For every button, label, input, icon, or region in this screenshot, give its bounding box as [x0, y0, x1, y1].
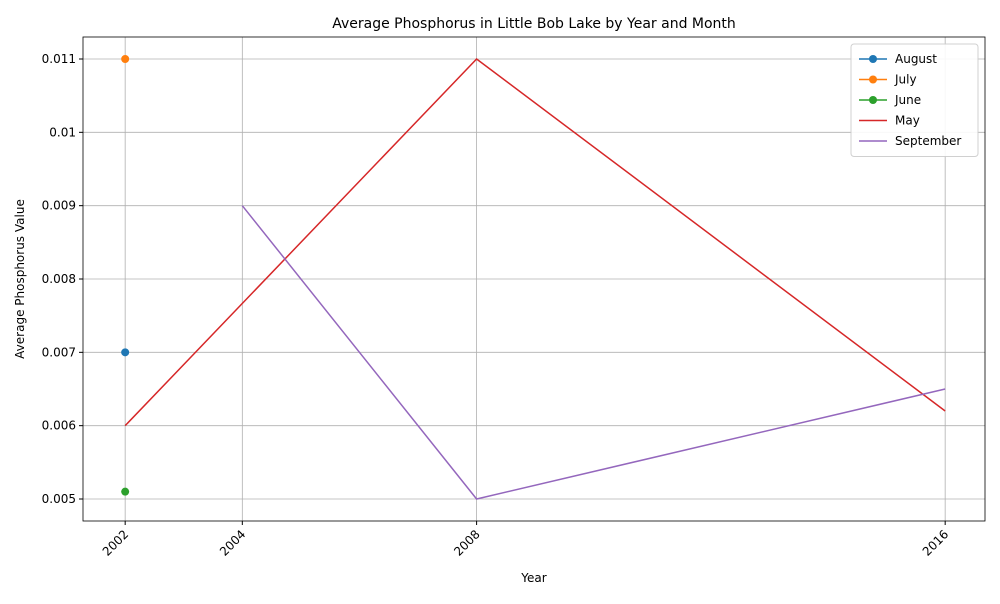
plot-frame — [82, 36, 986, 522]
x-tick-label: 2016 — [920, 527, 951, 558]
legend-marker — [869, 96, 877, 104]
legend-marker — [869, 75, 877, 84]
series-line — [124, 58, 946, 427]
data-point — [121, 487, 130, 496]
y-tick-label: 0.007 — [42, 345, 76, 359]
y-tick-label: 0.011 — [42, 52, 76, 66]
x-tick-label: 2002 — [100, 527, 131, 558]
legend-label: September — [895, 134, 961, 148]
legend-label: August — [895, 52, 937, 66]
series-line — [241, 205, 946, 500]
y-axis-label: Average Phosphorus Value — [13, 199, 27, 359]
legend-marker — [869, 55, 877, 63]
legend-label: July — [894, 73, 917, 87]
y-tick-label: 0.01 — [49, 125, 76, 139]
x-axis-label: Year — [520, 571, 546, 585]
x-tick-label: 2004 — [217, 527, 248, 558]
y-tick-label: 0.009 — [42, 199, 76, 213]
x-tick-label: 2008 — [451, 527, 482, 558]
y-tick-label: 0.008 — [42, 272, 76, 286]
chart-title: Average Phosphorus in Little Bob Lake by… — [332, 16, 736, 32]
y-tick-label: 0.006 — [42, 419, 76, 433]
legend-label: May — [895, 114, 920, 128]
legend-box — [850, 43, 979, 157]
data-point — [121, 55, 130, 63]
legend-label: June — [894, 93, 921, 107]
y-tick-label: 0.005 — [42, 492, 76, 506]
data-point — [121, 348, 130, 357]
